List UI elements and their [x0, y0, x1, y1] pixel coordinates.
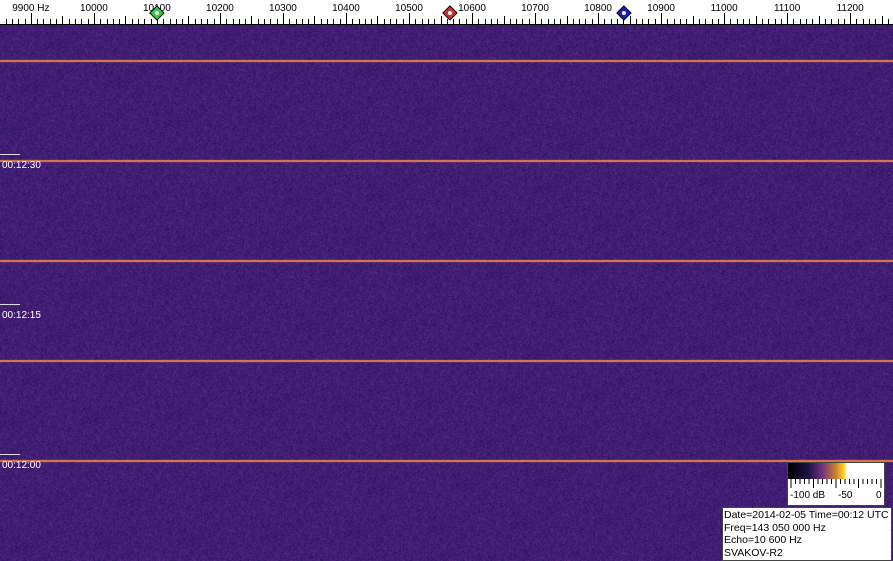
- marker-center: [154, 11, 159, 15]
- colorbar-ticks: [790, 479, 882, 488]
- colorbar-label: -100 dB: [790, 490, 826, 501]
- axis-tick-label: 10200: [206, 3, 234, 14]
- axis-tick-label: 10900: [647, 3, 675, 14]
- time-label: 00:12:30: [0, 154, 41, 171]
- axis-tick-label: 10300: [269, 3, 297, 14]
- colorbar: -100 dB -50 0: [787, 462, 885, 506]
- colorbar-label: 0: [876, 490, 882, 501]
- marker-center: [447, 11, 452, 15]
- time-label: 00:12:15: [0, 304, 41, 321]
- axis-tick-label: 11000: [711, 3, 739, 14]
- colorbar-label: -50: [838, 490, 853, 501]
- axis-tick-label: 10500: [395, 3, 423, 14]
- waterfall-display: [0, 25, 893, 561]
- info-freq: Freq=143 050 000 Hz: [724, 521, 826, 534]
- axis-tick-label: 10000: [80, 3, 108, 14]
- info-echo: Echo=10 600 Hz: [724, 534, 802, 546]
- time-label: 00:12:00: [0, 454, 41, 471]
- colorbar-gradient: [788, 463, 884, 479]
- axis-tick-label: 11200: [837, 3, 865, 14]
- marker-center: [621, 11, 626, 15]
- frequency-axis: 9900 Hz100001010010200103001040010500106…: [0, 0, 893, 25]
- axis-tick-label: 11100: [774, 3, 801, 14]
- info-box: Date=2014-02-05 Time=00:12 UTC Freq=143 …: [722, 507, 892, 561]
- axis-tick-label: 9900 Hz: [12, 3, 49, 14]
- info-station: SVAKOV-R2: [724, 546, 783, 559]
- axis-tick-label: 10700: [521, 3, 549, 14]
- axis-tick-label: 10800: [584, 3, 612, 14]
- axis-tick-label: 10400: [332, 3, 360, 14]
- axis-tick-label: 10600: [458, 3, 486, 14]
- info-date-time: Date=2014-02-05 Time=00:12 UTC: [724, 509, 889, 521]
